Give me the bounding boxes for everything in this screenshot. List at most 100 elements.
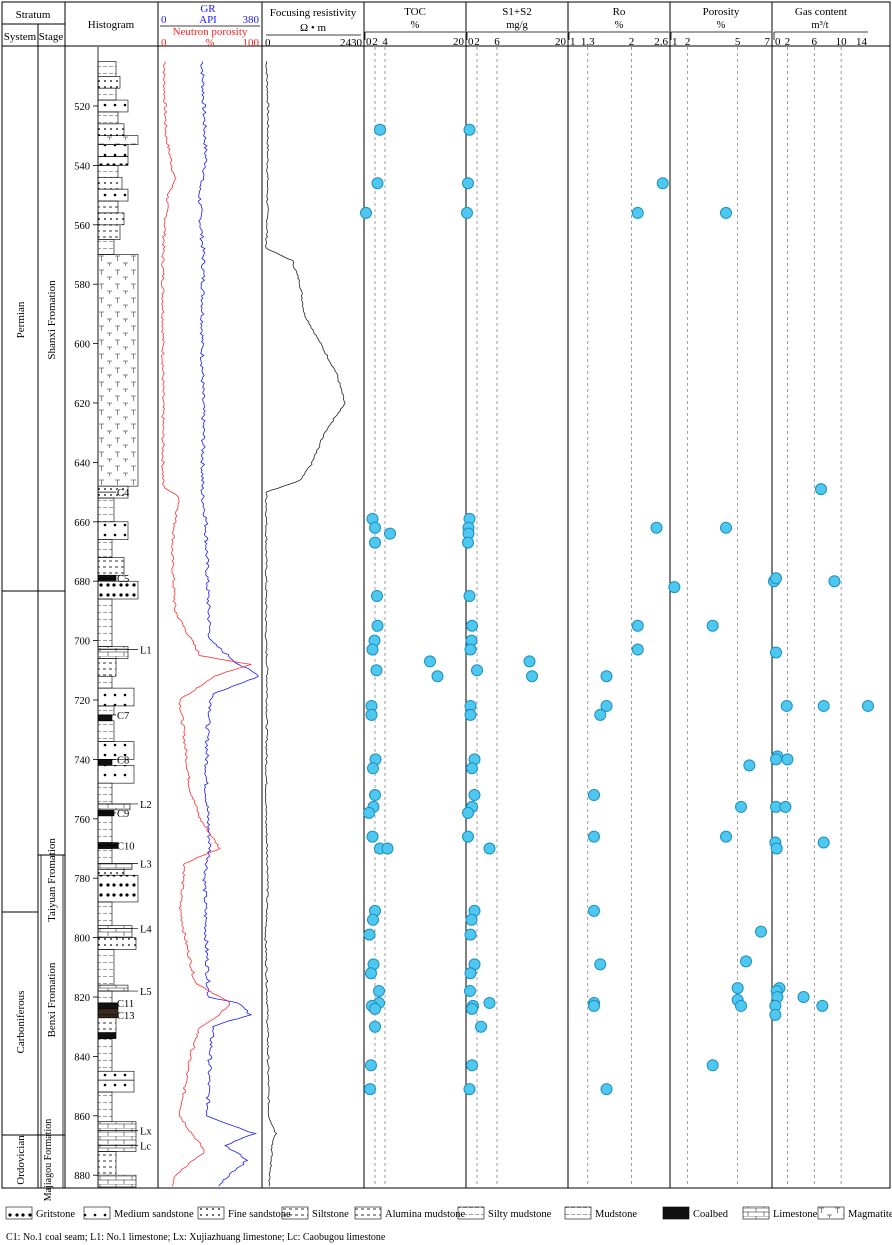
data-point <box>588 830 600 843</box>
depth-tick-label: 720 <box>74 696 90 707</box>
panel-tick-label: 2 <box>785 36 791 48</box>
lithology-bed <box>97 598 113 647</box>
data-point <box>483 996 496 1009</box>
panel-unit: % <box>717 20 726 31</box>
data-point <box>600 699 613 712</box>
data-point <box>594 708 607 721</box>
lithology-bed <box>97 720 115 742</box>
lithology-bed <box>97 87 117 101</box>
legend-label: Mudstone <box>595 1209 637 1220</box>
lithology-bed <box>97 156 129 166</box>
lithology-bed <box>97 759 113 766</box>
lithology-bed <box>97 984 129 992</box>
panel-porosity: Porosity% 1 2 5 7 <box>668 6 771 1187</box>
lithology-bed <box>97 1174 137 1188</box>
lithology-bed <box>97 224 121 240</box>
lithology-bed <box>97 1121 137 1152</box>
legend-swatch <box>83 1206 111 1220</box>
depth-tick-label: 820 <box>74 993 90 1004</box>
legend-item-medium: Medium sandstone <box>83 1206 194 1220</box>
data-point <box>720 521 732 534</box>
lithology-bed <box>97 1038 113 1072</box>
panel-tick-label: 6 <box>812 36 818 48</box>
panel-title: Ro <box>613 6 626 18</box>
marker-c13: C13 <box>117 1011 135 1022</box>
depth-tick-label: 620 <box>74 399 90 410</box>
data-point <box>466 762 478 775</box>
panel-title: TOC <box>404 6 426 18</box>
legend-item-siltstone: Siltstone <box>281 1206 349 1220</box>
legend-swatch <box>662 1206 690 1220</box>
data-point <box>471 664 483 677</box>
legend-swatch <box>817 1206 845 1220</box>
legend-item-coal: Coalbed <box>662 1206 729 1220</box>
data-point <box>770 572 783 585</box>
depth-tick-label: 680 <box>74 577 90 588</box>
formation-boxes <box>40 854 64 1189</box>
data-point <box>371 619 384 632</box>
depth-tick-label: 580 <box>74 280 90 291</box>
data-point <box>770 646 783 659</box>
lithology-bed <box>97 675 113 689</box>
legend-item-mudstone: Mudstone <box>564 1206 637 1220</box>
lithology-bed <box>97 123 125 136</box>
lithology-bed <box>97 212 125 226</box>
depth-tick-label: 700 <box>74 637 90 648</box>
header-system: System <box>4 31 37 43</box>
legend-swatch <box>564 1206 592 1220</box>
lithology-bed <box>97 135 139 145</box>
panel-tick-label: 4 <box>382 36 388 48</box>
data-point <box>365 708 378 721</box>
data-point <box>366 830 379 843</box>
marker-c4: C4 <box>117 488 130 499</box>
data-point <box>370 664 383 677</box>
np-label: Neutron porosity <box>173 26 248 38</box>
lithology-bed <box>97 782 113 805</box>
lithology-bed <box>97 990 113 1004</box>
data-point <box>755 925 767 938</box>
panel-tick-label: 0 <box>468 36 474 48</box>
panel-tick-label: 20 <box>453 36 465 48</box>
legend-label: Alumina mudstone <box>385 1209 466 1220</box>
lithology-bed <box>97 901 113 927</box>
data-point <box>706 619 719 632</box>
data-point <box>371 590 383 603</box>
panel-tick-label: 20 <box>555 36 567 48</box>
lithology-bed <box>97 925 133 938</box>
gr-curve <box>197 61 259 1187</box>
lithology-bed <box>97 705 115 716</box>
data-point <box>523 655 536 668</box>
panel-tick-label: 7 <box>765 36 771 48</box>
legend: Gritstone Medium sandstone Fine sandstone S… <box>5 1206 892 1220</box>
data-point <box>464 985 476 998</box>
legend-label: Gritstone <box>36 1209 75 1220</box>
np-unit: % <box>205 37 214 49</box>
legend-label: Magmatite <box>848 1209 892 1220</box>
depth-tick-label: 600 <box>74 340 90 351</box>
legend-label: Silty mudstone <box>488 1209 552 1220</box>
lithology-bed <box>97 937 137 950</box>
legend-swatch <box>457 1206 485 1220</box>
gr-max: 380 <box>243 14 260 26</box>
lithology-bed <box>97 658 117 677</box>
frame <box>1 1 891 1189</box>
data-point <box>588 999 600 1012</box>
lithology-bed <box>97 539 113 558</box>
data-point <box>631 206 644 219</box>
depth-tick-label: 800 <box>74 934 90 945</box>
data-point <box>706 1059 719 1072</box>
panel-tick-label: 1.3 <box>581 36 595 48</box>
lithology-bed <box>97 76 121 89</box>
legend-label: Limestone <box>773 1209 818 1220</box>
lithology-bed <box>97 1151 117 1176</box>
depth-tick-label: 660 <box>74 518 90 529</box>
data-point <box>366 643 379 656</box>
panel-title: S1+S2 <box>502 6 531 18</box>
data-point <box>769 1008 782 1021</box>
data-point <box>735 999 747 1012</box>
system-carboniferous: Carboniferous <box>15 991 27 1054</box>
marker-c11: C11 <box>117 999 134 1010</box>
marker-c10: C10 <box>117 842 135 853</box>
data-point <box>381 842 394 855</box>
data-point <box>656 177 669 190</box>
